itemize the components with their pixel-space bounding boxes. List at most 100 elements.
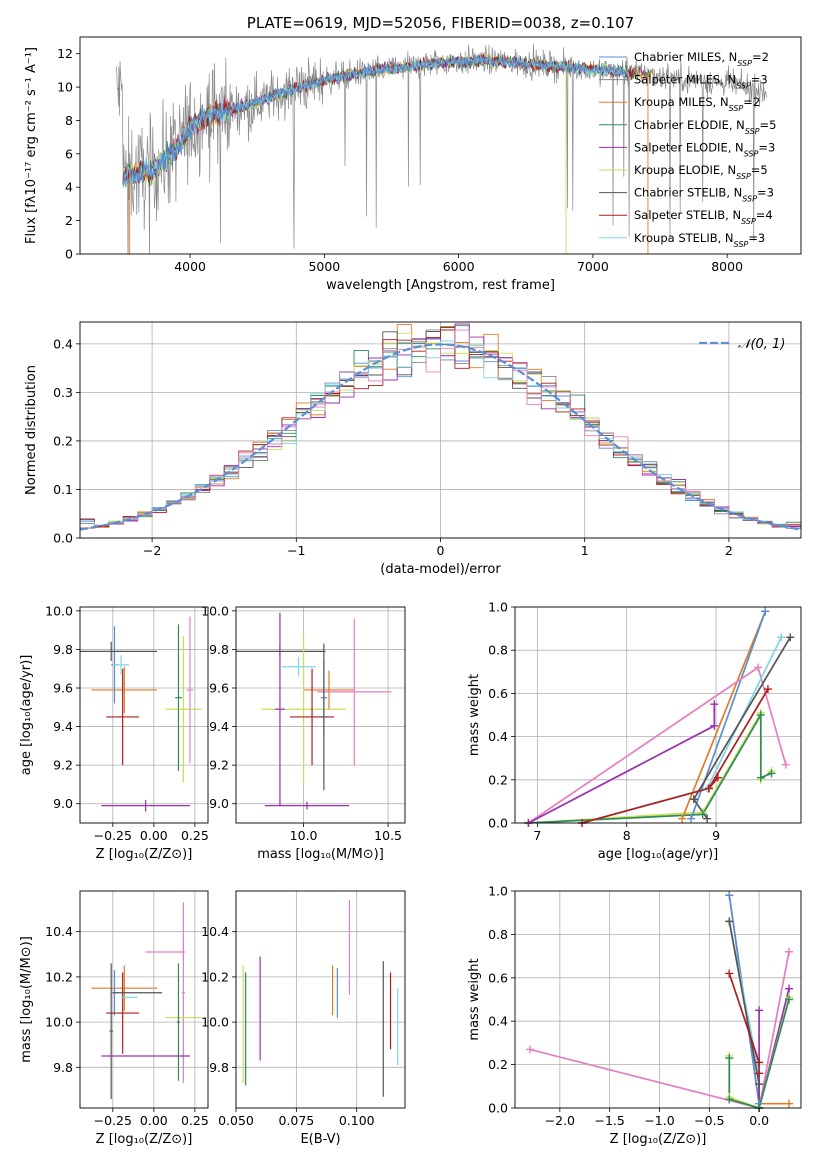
errorbar-point xyxy=(317,618,392,766)
plot-area xyxy=(115,43,768,254)
y-tick-label: 9.6 xyxy=(53,681,73,696)
weight-marker xyxy=(761,607,770,616)
y-tick-label: 0.4 xyxy=(488,1014,508,1029)
legend: 𝒩(0, 1) xyxy=(699,337,785,352)
axes-frame xyxy=(235,606,406,824)
weight-marker xyxy=(689,795,698,804)
x-tick-label: 0.00 xyxy=(140,1113,168,1128)
weight-line-chabrier_elodie xyxy=(728,999,790,1108)
y-tick-label: 8 xyxy=(65,113,73,128)
y-tick-label: 6 xyxy=(65,146,73,161)
x-tick-label: 0.050 xyxy=(218,1113,254,1128)
x-tick-label: −0.25 xyxy=(94,1113,132,1128)
y-axis-label: age [log₁₀(age/yr)] xyxy=(19,655,34,776)
x-axis-label: age [log₁₀(age/yr)] xyxy=(598,847,719,862)
weight-line-pink xyxy=(529,951,790,1108)
axes-frame xyxy=(514,606,802,824)
panel-residuals: −2 −1 0 1 2 0.0 0.1 0.2 0.3 0.4 (data-model)/error… xyxy=(24,321,802,577)
y-tick-label: 9.2 xyxy=(209,758,229,773)
x-axis-label: (data-model)/error xyxy=(380,562,501,577)
y-tick-label: 9.8 xyxy=(53,642,73,657)
y-tick-label: 1.0 xyxy=(488,884,508,899)
y-tick-label: 9.0 xyxy=(209,796,229,811)
weight-marker xyxy=(755,1069,764,1078)
y-tick-label: 10.0 xyxy=(45,603,73,618)
errorbar-point xyxy=(109,963,113,1099)
y-tick-label: 9.8 xyxy=(209,1060,229,1075)
weight-marker xyxy=(725,1054,734,1063)
x-axis-label: mass [log₁₀(M/M⊙)] xyxy=(257,847,384,862)
panel-weight_vs_age: 7 8 9 0.0 0.2 0.4 0.6 0.8 1.0 age [log₁₀(age/yr)]… xyxy=(467,600,802,862)
axes-frame xyxy=(514,890,802,1109)
plot-area xyxy=(236,612,392,810)
legend-entry: Chabrier STELIB, NSSP=3 xyxy=(634,186,774,204)
weight-marker xyxy=(703,814,712,823)
weight-marker xyxy=(756,773,765,782)
errorbar-point xyxy=(175,624,182,771)
weight-line-pink xyxy=(527,666,787,823)
y-tick-label: 9.6 xyxy=(209,681,229,696)
y-tick-label: 10.4 xyxy=(45,924,73,939)
x-tick-label: 0.075 xyxy=(278,1113,314,1128)
weight-line-salpeter_stelib xyxy=(708,777,719,789)
errorbar-point xyxy=(101,799,190,812)
errorbar-point xyxy=(106,668,140,766)
axes-frame xyxy=(79,890,209,1109)
weight-line-kroupa_miles xyxy=(681,610,767,820)
axes-frame xyxy=(79,606,209,824)
weight-marker xyxy=(678,814,687,823)
x-tick-label: −2 xyxy=(143,543,161,558)
weight-marker xyxy=(763,685,772,694)
x-tick-label: −0.25 xyxy=(94,828,132,843)
weight-marker xyxy=(710,721,719,730)
legend-entry: Kroupa ELODIE, NSSP=5 xyxy=(634,163,768,181)
weight-marker xyxy=(710,700,719,709)
y-tick-label: 0.4 xyxy=(53,336,73,351)
y-tick-label: 2 xyxy=(65,213,73,228)
errorbar-point xyxy=(281,657,316,677)
errorbar-point xyxy=(165,635,202,783)
x-tick-label: 0.0 xyxy=(749,1113,769,1128)
errorbar-point xyxy=(303,670,355,710)
x-tick-label: 0 xyxy=(437,543,445,558)
y-tick-label: 10.0 xyxy=(201,603,229,618)
weight-marker xyxy=(767,769,776,778)
x-tick-label: 6000 xyxy=(443,259,475,274)
panel-weight_vs_Z: −2.0 −1.5 −1.0 −0.5 0.0 0.0 0.2 0.4 0.6 0.8 1.0 Z [… xyxy=(467,884,802,1147)
y-tick-label: 10.0 xyxy=(45,1015,73,1030)
legend-entry: 𝒩(0, 1) xyxy=(738,337,785,352)
x-tick-label: −1.5 xyxy=(594,1113,624,1128)
weight-marker xyxy=(786,633,795,642)
axes-frame xyxy=(79,36,802,255)
x-tick-label: 2 xyxy=(725,543,733,558)
y-tick-label: 9.0 xyxy=(53,796,73,811)
x-tick-label: 9 xyxy=(712,828,720,843)
weight-marker xyxy=(725,1095,734,1104)
y-tick-label: 0.8 xyxy=(488,927,508,942)
y-tick-label: 10.2 xyxy=(45,969,73,984)
model-line-chabrier_stelib xyxy=(122,53,638,187)
panel-spectrum: 4000 5000 6000 7000 8000 0 2 4 6 8 10 12 wavelength … xyxy=(24,14,802,293)
histogram-salpeter_stelib xyxy=(80,329,801,528)
errorbar-point xyxy=(91,666,158,714)
chart-title: PLATE=0619, MJD=52056, FIBERID=0038, z=0… xyxy=(247,14,634,32)
legend-entry: Kroupa MILES, NSSP=2 xyxy=(634,95,760,113)
weight-marker xyxy=(704,784,713,793)
weight-marker xyxy=(698,810,707,819)
errorbar-point xyxy=(112,655,130,675)
weight-marker xyxy=(755,1006,764,1015)
weight-marker xyxy=(725,891,734,900)
y-tick-label: 0.3 xyxy=(53,385,73,400)
panel-age_vs_Z: −0.25 0.00 0.25 9.0 9.2 9.4 9.6 9.8 10.0 Z [log₁₀… xyxy=(19,603,209,862)
panel-mass_vs_ebv: 0.050 0.075 0.100 9.8 10.0 10.2 10.4 E(B-V) xyxy=(201,890,406,1147)
weight-line-salpeter_elodie xyxy=(758,988,790,1108)
x-tick-label: 8000 xyxy=(711,259,743,274)
weight-line-chabrier_stelib xyxy=(728,921,760,1108)
weight-marker xyxy=(777,633,786,642)
model-line-chabrier_miles xyxy=(122,54,626,187)
y-tick-label: 0.0 xyxy=(53,531,73,546)
x-tick-label: 0.100 xyxy=(339,1113,375,1128)
x-tick-label: 4000 xyxy=(174,259,206,274)
plot-area xyxy=(242,900,399,1097)
errorbar-point xyxy=(290,668,335,766)
